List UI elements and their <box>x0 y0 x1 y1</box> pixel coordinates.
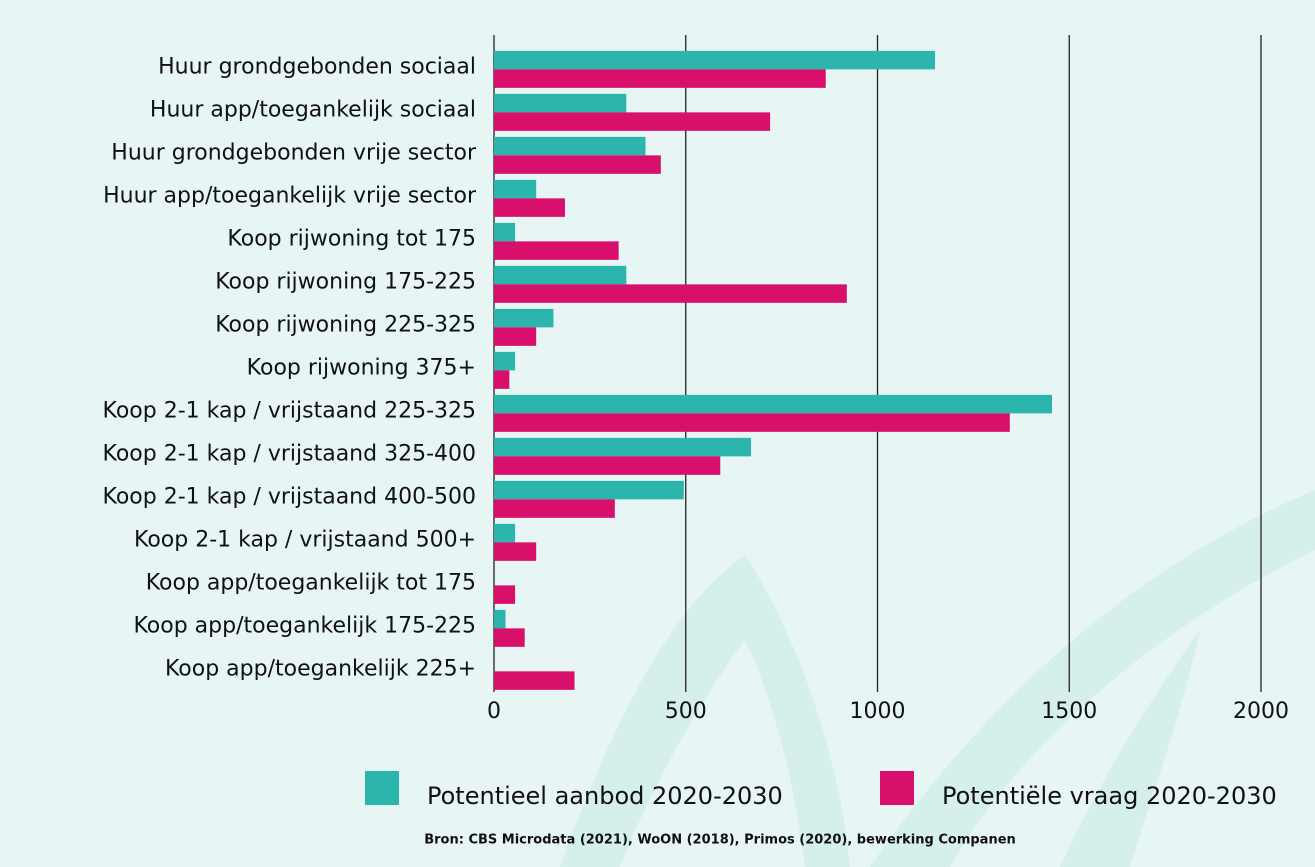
bar <box>494 266 626 284</box>
bar <box>494 137 645 155</box>
y-tick-label: Huur app/toegankelijk sociaal <box>150 97 476 122</box>
x-tick-label: 0 <box>487 699 501 724</box>
bar <box>494 438 751 456</box>
bar <box>494 395 1052 413</box>
bar <box>494 610 506 628</box>
legend-label: Potentieel aanbod 2020-2030 <box>427 782 783 810</box>
y-tick-label: Koop rijwoning 375+ <box>247 355 476 380</box>
bar <box>494 585 515 603</box>
y-tick-label: Huur app/toegankelijk vrije sector <box>103 183 477 208</box>
y-tick-label: Koop 2-1 kap / vrijstaand 225-325 <box>103 398 477 423</box>
bar <box>494 327 536 345</box>
y-tick-label: Huur grondgebonden vrije sector <box>111 140 477 165</box>
bar <box>494 284 847 302</box>
bar <box>494 309 553 327</box>
y-tick-label: Koop 2-1 kap / vrijstaand 400-500 <box>103 484 477 509</box>
bar <box>494 481 684 499</box>
bar <box>494 180 536 198</box>
y-tick-label: Huur grondgebonden sociaal <box>158 54 476 79</box>
x-tick-label: 1500 <box>1041 699 1097 724</box>
y-tick-label: Koop 2-1 kap / vrijstaand 325-400 <box>103 441 477 466</box>
bar <box>494 370 509 388</box>
bar <box>494 69 826 87</box>
bar <box>494 198 565 216</box>
y-tick-label: Koop 2-1 kap / vrijstaand 500+ <box>134 527 476 552</box>
bar <box>494 456 720 474</box>
legend-swatch <box>880 771 914 805</box>
x-tick-label: 500 <box>665 699 707 724</box>
x-tick-label: 1000 <box>850 699 906 724</box>
bar <box>494 112 770 130</box>
bar <box>494 223 515 241</box>
bar <box>494 241 619 259</box>
bar <box>494 51 935 69</box>
y-tick-label: Koop rijwoning tot 175 <box>227 226 476 251</box>
bar <box>494 352 515 370</box>
y-tick-label: Koop app/toegankelijk 225+ <box>165 656 476 681</box>
bar <box>494 155 661 173</box>
bar <box>494 499 615 517</box>
chart: Bron: CBS Microdata (2021), WoON (2018),… <box>0 0 1315 867</box>
x-tick-label: 2000 <box>1233 699 1289 724</box>
bar <box>494 94 626 112</box>
legend-swatch <box>365 771 399 805</box>
page: {"chart_data": {"type": "bar", "orientat… <box>0 0 1315 867</box>
y-tick-label: Koop app/toegankelijk tot 175 <box>146 570 476 595</box>
source: Bron: CBS Microdata (2021), WoON (2018),… <box>424 833 1016 848</box>
bar <box>494 542 536 560</box>
y-tick-label: Koop rijwoning 175-225 <box>215 269 476 294</box>
y-tick-label: Koop app/toegankelijk 175-225 <box>133 613 476 638</box>
bar <box>494 413 1010 431</box>
legend-label: Potentiële vraag 2020-2030 <box>942 782 1277 810</box>
bar <box>494 671 575 689</box>
y-tick-label: Koop rijwoning 225-325 <box>215 312 476 337</box>
bar <box>494 628 525 646</box>
bar <box>494 524 515 542</box>
